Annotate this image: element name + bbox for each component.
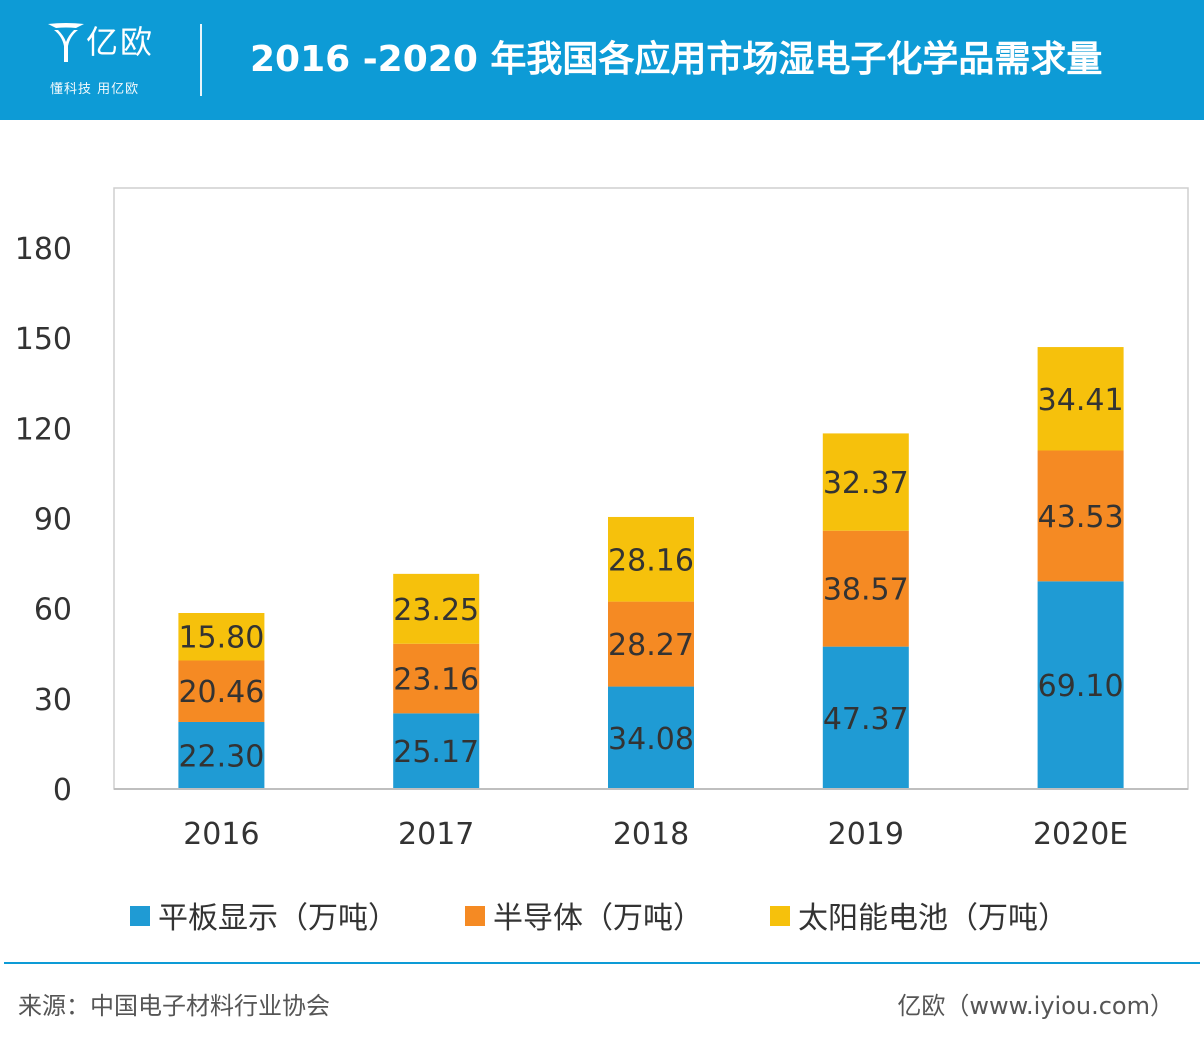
data-label: 28.27 bbox=[608, 628, 694, 663]
x-tick-label: 2018 bbox=[613, 817, 689, 852]
footer-divider bbox=[4, 962, 1200, 964]
legend-swatch bbox=[465, 906, 485, 926]
x-tick-label: 2019 bbox=[828, 817, 904, 852]
yiou-logo-icon bbox=[46, 20, 86, 64]
y-tick-label: 180 bbox=[15, 232, 72, 267]
data-label: 25.17 bbox=[393, 735, 479, 770]
source-note: 来源：中国电子材料行业协会 bbox=[18, 986, 330, 1021]
data-label: 69.10 bbox=[1038, 669, 1124, 704]
data-label: 15.80 bbox=[178, 621, 264, 656]
legend-swatch bbox=[130, 906, 150, 926]
header-bar: 亿欧 懂科技 用亿欧 2016 -2020 年我国各应用市场湿电子化学品需求量 bbox=[0, 0, 1204, 120]
data-label: 32.37 bbox=[823, 466, 909, 501]
data-label: 34.08 bbox=[608, 722, 694, 757]
data-label: 20.46 bbox=[178, 675, 264, 710]
y-tick-label: 120 bbox=[15, 412, 72, 447]
credit-note: 亿欧（www.iyiou.com） bbox=[897, 986, 1174, 1021]
data-label: 38.57 bbox=[823, 573, 909, 608]
y-tick-label: 60 bbox=[34, 593, 72, 628]
x-tick-label: 2017 bbox=[398, 817, 474, 852]
x-tick-label: 2020E bbox=[1033, 817, 1128, 852]
y-tick-label: 30 bbox=[34, 683, 72, 718]
data-label: 34.41 bbox=[1038, 383, 1124, 418]
legend-label: 平板显示（万吨） bbox=[158, 901, 398, 936]
logo-slogan: 懂科技 用亿欧 bbox=[50, 78, 139, 97]
data-label: 28.16 bbox=[608, 543, 694, 578]
data-label: 22.30 bbox=[178, 739, 264, 774]
data-label: 23.16 bbox=[393, 663, 479, 698]
data-label: 23.25 bbox=[393, 593, 479, 628]
x-tick-label: 2016 bbox=[183, 817, 259, 852]
legend-label: 太阳能电池（万吨） bbox=[798, 901, 1068, 936]
data-label: 47.37 bbox=[823, 702, 909, 737]
y-tick-label: 90 bbox=[34, 503, 72, 538]
page-title: 2016 -2020 年我国各应用市场湿电子化学品需求量 bbox=[250, 38, 1102, 82]
legend-swatch bbox=[770, 906, 790, 926]
y-tick-label: 0 bbox=[53, 773, 72, 808]
stacked-bar-chart: 0 30 60 90 120 150 180 22.30 20.46 15.80 2016 25.17… bbox=[0, 120, 1204, 960]
legend-label: 半导体（万吨） bbox=[493, 901, 703, 936]
y-tick-label: 150 bbox=[15, 322, 72, 357]
data-label: 43.53 bbox=[1038, 500, 1124, 535]
header-divider bbox=[200, 24, 202, 96]
logo-text: 亿欧 bbox=[86, 22, 154, 62]
